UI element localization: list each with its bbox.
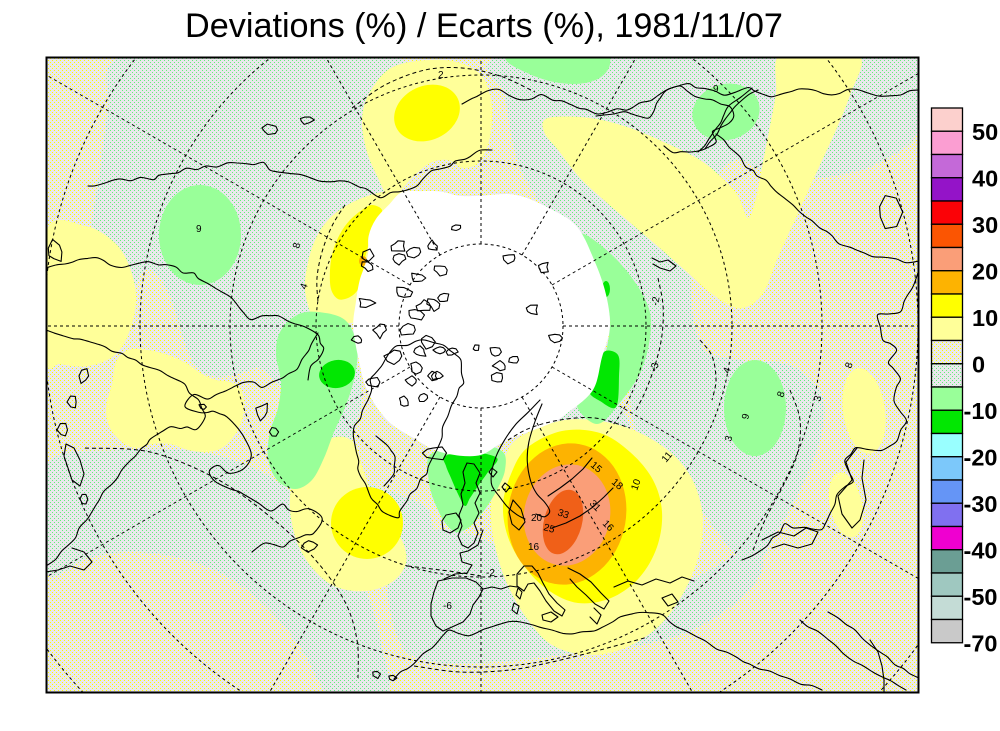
svg-text:Deviations (%) / Ecarts (%), 1: Deviations (%) / Ecarts (%), 1981/11/07 <box>185 7 783 45</box>
svg-text:50: 50 <box>972 119 998 145</box>
svg-text:16: 16 <box>528 542 540 553</box>
svg-text:20: 20 <box>531 513 543 524</box>
svg-text:4: 4 <box>298 282 310 291</box>
svg-text:-2: -2 <box>650 295 662 306</box>
svg-text:9: 9 <box>713 84 719 95</box>
svg-text:4: 4 <box>721 366 733 375</box>
svg-text:30: 30 <box>972 212 998 238</box>
svg-text:9: 9 <box>196 224 202 235</box>
svg-text:3: 3 <box>812 394 824 403</box>
svg-text:10: 10 <box>972 305 998 331</box>
svg-text:-6: -6 <box>443 601 452 612</box>
svg-text:10: 10 <box>629 477 643 492</box>
svg-text:-70: -70 <box>964 630 998 656</box>
svg-text:9: 9 <box>740 412 752 421</box>
svg-text:-2: -2 <box>486 568 495 579</box>
svg-text:8: 8 <box>775 390 787 399</box>
svg-text:-3: -3 <box>649 361 661 372</box>
svg-text:-30: -30 <box>964 491 998 517</box>
svg-text:20: 20 <box>972 258 998 284</box>
svg-text:3: 3 <box>723 434 735 443</box>
svg-text:2: 2 <box>438 70 444 81</box>
svg-text:40: 40 <box>972 165 998 191</box>
svg-text:8: 8 <box>291 241 303 250</box>
svg-text:-50: -50 <box>964 584 998 610</box>
svg-text:-20: -20 <box>964 444 998 470</box>
svg-text:25: 25 <box>542 522 556 536</box>
svg-text:8: 8 <box>843 361 855 370</box>
svg-text:33: 33 <box>556 507 571 521</box>
svg-text:0: 0 <box>972 351 985 377</box>
svg-text:-40: -40 <box>964 537 998 563</box>
svg-text:-10: -10 <box>964 398 998 424</box>
